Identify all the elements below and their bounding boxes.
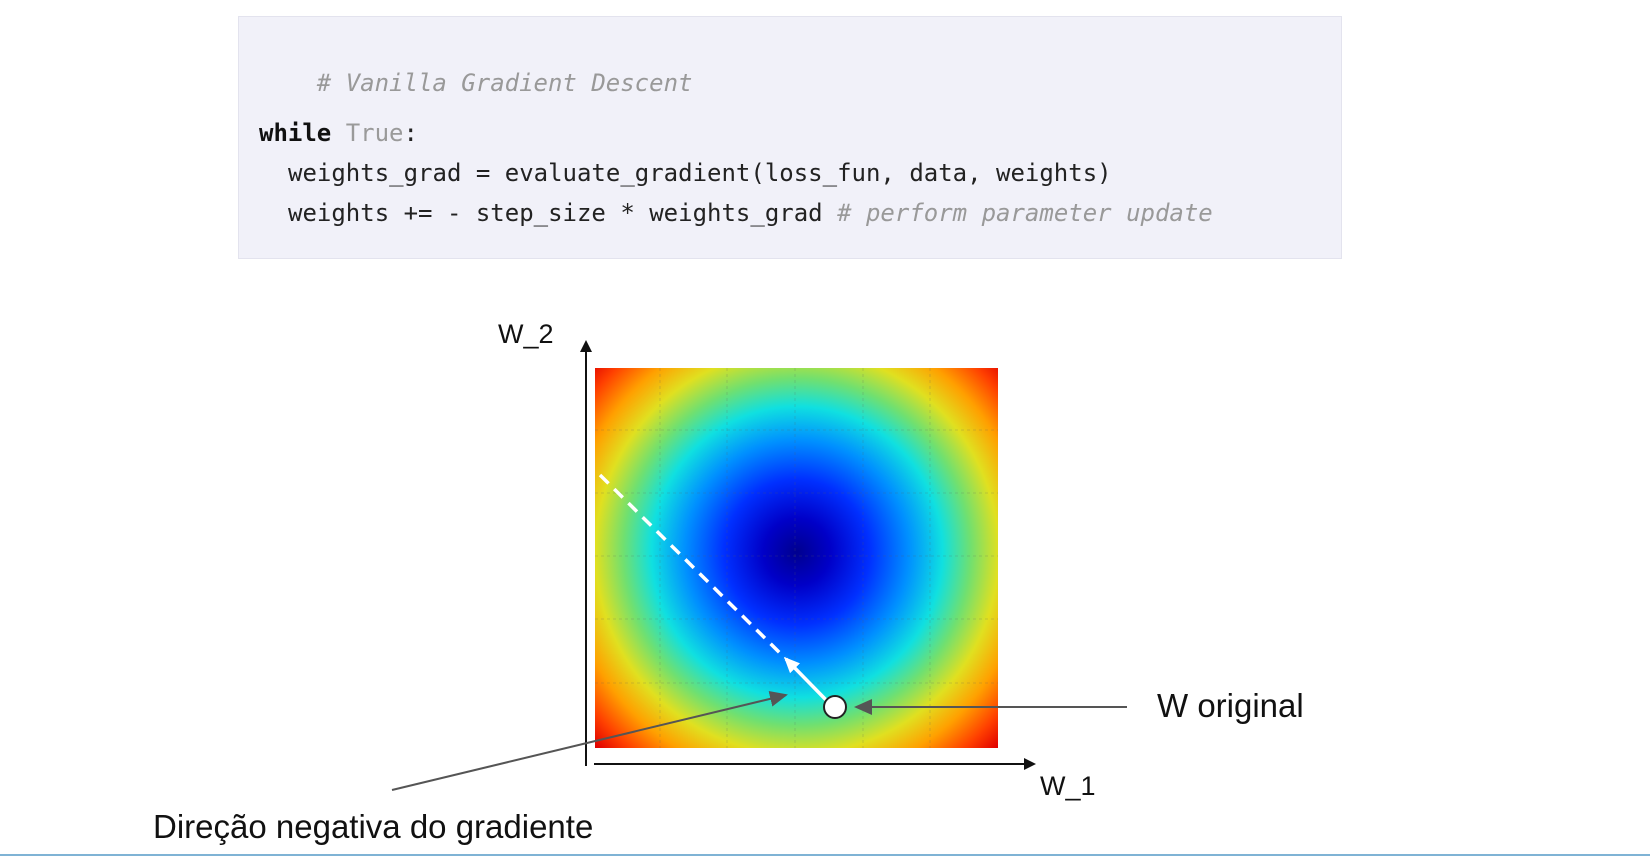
gradient-direction-label: Direção negativa do gradiente: [153, 808, 594, 845]
loss-heatmap: [595, 368, 998, 748]
code-gradient-line: weights_grad = evaluate_gradient(loss_fu…: [288, 159, 1112, 187]
y-axis-label: W_2: [498, 319, 554, 349]
code-title-comment: # Vanilla Gradient Descent: [316, 69, 693, 97]
gradient-direction-pointer-arrow: [391, 690, 788, 791]
code-comment-line: # Vanilla Gradient Descent: [259, 38, 693, 128]
w-original-label: W original: [1157, 687, 1304, 724]
w-original-point: [823, 695, 847, 719]
heatmap-gridlines: [595, 368, 998, 748]
while-keyword: while: [259, 119, 332, 147]
code-while-line: while True:: [259, 118, 418, 148]
code-block: # Vanilla Gradient Descent while True: w…: [238, 16, 1342, 259]
x-axis-label: W_1: [1040, 771, 1096, 801]
negative-gradient-arrow: [783, 656, 831, 705]
code-update-line: weights += - step_size * weights_grad # …: [288, 198, 1213, 228]
while-colon: :: [403, 119, 418, 147]
update-comment: # perform parameter update: [837, 199, 1213, 227]
bottom-divider: [0, 854, 1650, 856]
descent-path-dashed: [598, 473, 787, 660]
update-statement: weights += - step_size * weights_grad: [288, 199, 838, 227]
true-constant: True: [345, 119, 404, 147]
